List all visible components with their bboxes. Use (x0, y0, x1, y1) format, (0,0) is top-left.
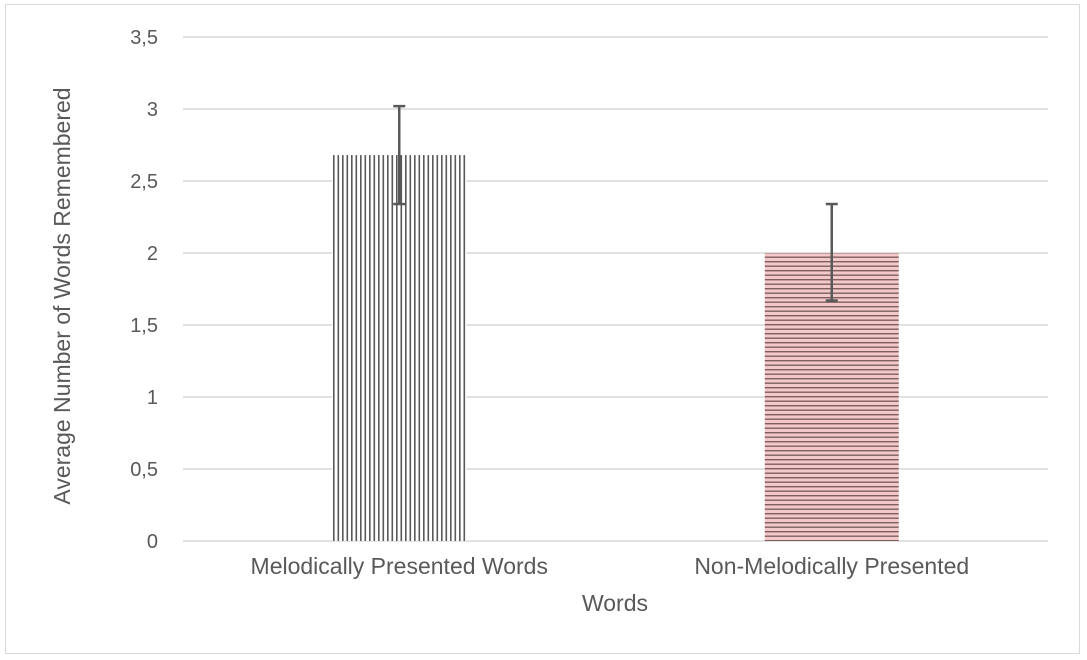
error-bar-2 (825, 202, 838, 302)
y-tick-label: 1 (147, 387, 158, 409)
y-axis-title: Average Number of Words Remembered (49, 87, 75, 504)
y-tick-label: 0,5 (130, 459, 158, 481)
bar-1 (332, 155, 467, 541)
error-bar-1 (393, 104, 406, 206)
y-tick-label: 2 (147, 243, 158, 265)
y-tick-label: 3 (147, 99, 158, 121)
x-category-label: Melodically Presented Words (251, 553, 548, 579)
y-tick-label: 3,5 (130, 27, 158, 49)
x-axis-categories: Melodically Presented Words Non-Melodical… (251, 553, 970, 579)
x-category-label: Non-Melodically Presented (694, 553, 969, 579)
bars (332, 155, 899, 541)
x-axis-title: Words (582, 590, 648, 616)
error-bars (393, 104, 838, 302)
y-axis-ticks: 0 0,5 1 1,5 2 2,5 3 3,5 (130, 27, 158, 553)
y-tick-label: 2,5 (130, 171, 158, 193)
gridlines (183, 36, 1048, 542)
y-tick-label: 1,5 (130, 315, 158, 337)
chart-frame (5, 4, 1080, 654)
y-tick-label: 0 (147, 531, 158, 553)
